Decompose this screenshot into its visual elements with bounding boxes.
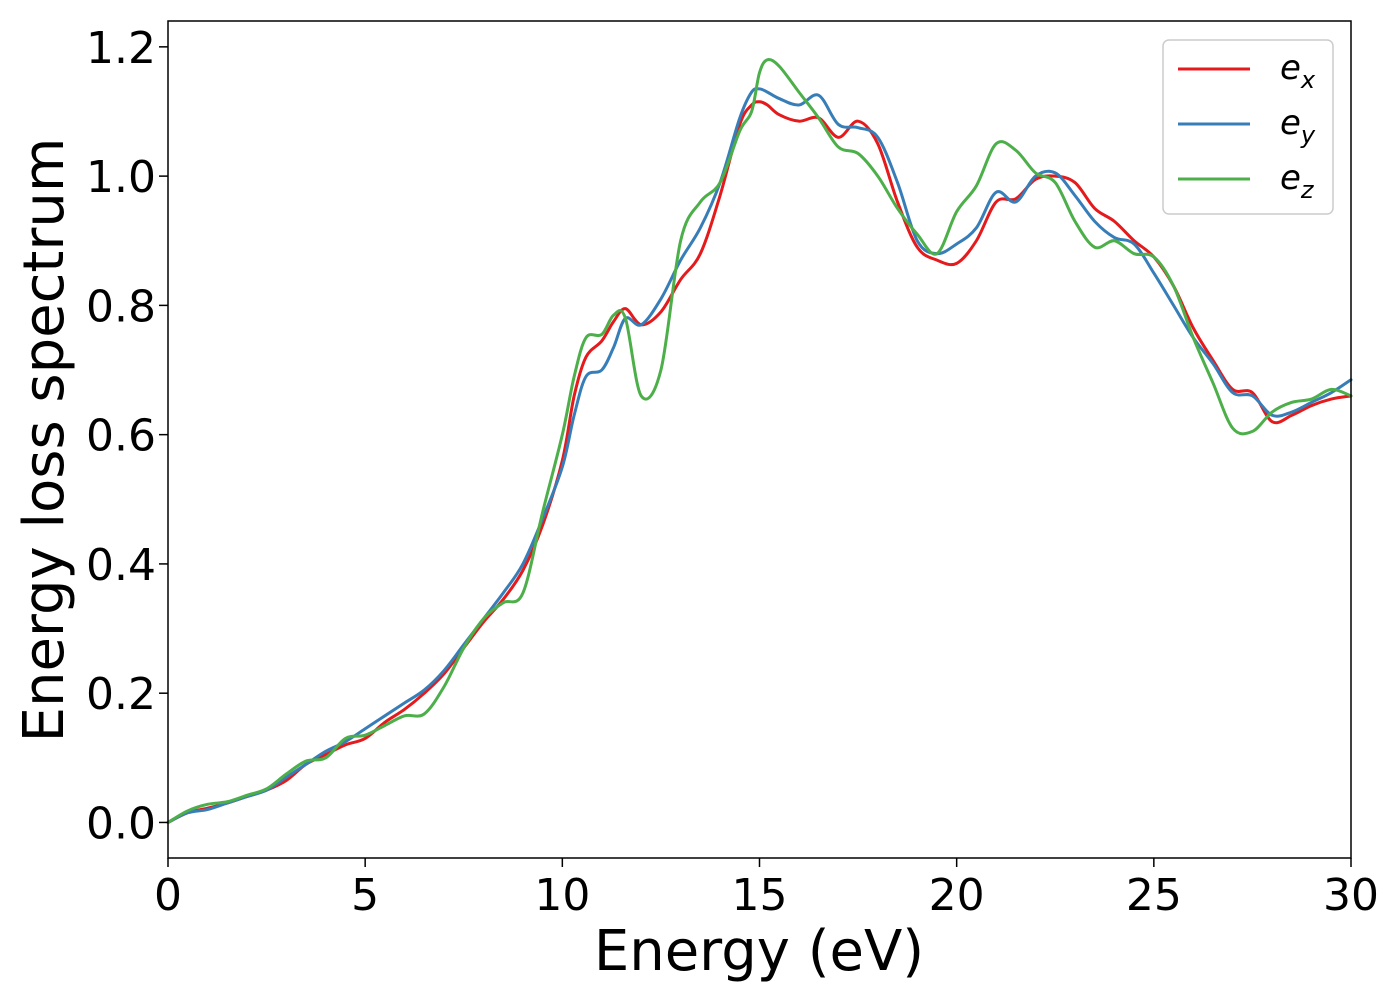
y-tick-label: 1.0 bbox=[86, 152, 156, 203]
x-tick-label: 30 bbox=[1323, 870, 1379, 921]
y-tick-label: 0.4 bbox=[86, 540, 156, 591]
x-tick-label: 5 bbox=[351, 870, 379, 921]
legend-label-x: ex bbox=[1280, 48, 1316, 94]
series-line-e-z bbox=[166, 58, 1353, 824]
x-tick-label: 10 bbox=[534, 870, 590, 921]
plot-background bbox=[168, 21, 1351, 858]
x-tick-label: 0 bbox=[154, 870, 182, 921]
x-tick-label: 20 bbox=[929, 870, 985, 921]
series-line-e-x bbox=[166, 100, 1353, 824]
legend-box bbox=[1162, 39, 1334, 215]
series-line-e-y bbox=[166, 87, 1353, 824]
legend-label-z: ez bbox=[1280, 158, 1315, 204]
y-axis-label: Energy loss spectrum bbox=[12, 138, 77, 743]
y-tick-label: 0.0 bbox=[86, 798, 156, 849]
legend: ex ey ez bbox=[1162, 39, 1334, 215]
x-axis-ticks: 0 5 10 15 20 25 30 bbox=[154, 858, 1379, 921]
x-axis-label: Energy (eV) bbox=[594, 919, 924, 984]
legend-label-y: ey bbox=[1280, 103, 1316, 149]
x-tick-label: 25 bbox=[1126, 870, 1182, 921]
series-layer bbox=[166, 58, 1353, 824]
y-tick-label: 1.2 bbox=[86, 23, 156, 74]
y-axis-ticks: 0.0 0.2 0.4 0.6 0.8 1.0 1.2 bbox=[86, 23, 168, 849]
y-tick-label: 0.6 bbox=[86, 411, 156, 462]
y-tick-label: 0.2 bbox=[86, 669, 156, 720]
y-tick-label: 0.8 bbox=[86, 281, 156, 332]
x-tick-label: 15 bbox=[732, 870, 788, 921]
